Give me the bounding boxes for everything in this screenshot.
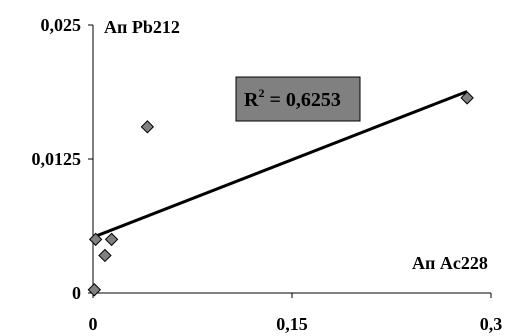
data-point xyxy=(98,248,112,263)
r-squared-exponent: 2 xyxy=(258,86,264,100)
r-squared-box: R2 = 0,6253 xyxy=(235,76,361,122)
x-tick-label: 0,15 xyxy=(276,314,308,334)
data-points xyxy=(87,91,474,297)
tick-labels: 0 0,0125 0,025 0 0,15 0,3 xyxy=(32,15,503,334)
data-point xyxy=(140,120,155,134)
data-point xyxy=(104,232,119,247)
r-squared-value: = 0,6253 xyxy=(264,89,340,111)
r-squared-box-background xyxy=(235,76,361,122)
y-tick-label: 0,025 xyxy=(41,15,82,35)
y-tick-label: 0 xyxy=(72,283,81,303)
trendline xyxy=(95,90,468,238)
x-axis-label: Ап Ac228 xyxy=(412,253,488,273)
y-axis-label: Ап Pb212 xyxy=(104,17,180,37)
data-point xyxy=(460,91,474,105)
data-point xyxy=(88,232,103,247)
r-squared-r: R xyxy=(244,89,259,111)
data-point xyxy=(87,283,102,297)
x-tick-label: 0,3 xyxy=(480,314,503,334)
y-tick-label: 0,0125 xyxy=(32,149,82,169)
r-squared-label: R2 = 0,6253 xyxy=(244,86,341,111)
x-tick-label: 0 xyxy=(89,314,98,334)
